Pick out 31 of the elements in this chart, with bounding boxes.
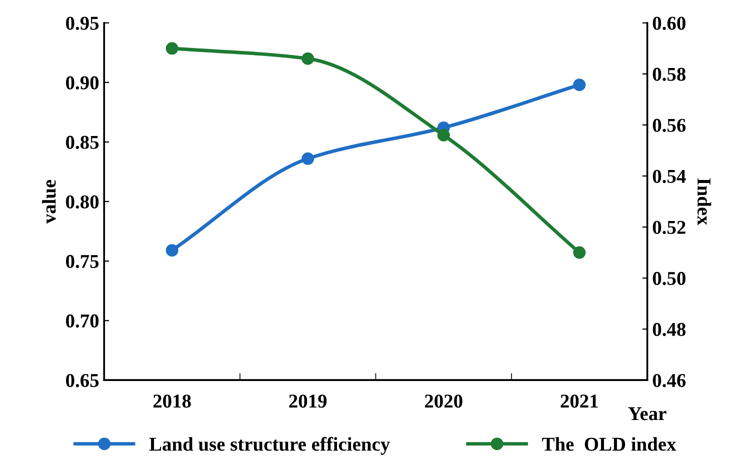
x-tick-label: 2021 [560, 394, 598, 408]
y2-tick-label: 0.54 [652, 170, 686, 184]
y2-tick-label: 0.56 [652, 118, 686, 132]
y-axis-title: value [42, 180, 56, 224]
point [166, 244, 178, 257]
y2-tick-label: 0.50 [652, 272, 686, 286]
point [302, 52, 314, 65]
point [302, 152, 314, 165]
y-tick-label: 0.70 [66, 314, 99, 328]
legend-label: The OLD index [542, 437, 676, 451]
x-tick-label: 2019 [289, 394, 327, 408]
y-tick-label: 0.65 [66, 374, 99, 388]
y-tick-label: 0.80 [66, 195, 99, 209]
y2-tick-label: 0.46 [652, 374, 686, 388]
y-tick-label: 0.95 [66, 16, 99, 30]
y2-axis-title: Index [697, 178, 712, 226]
y2-tick-label: 0.52 [652, 220, 686, 234]
x-axis-title: Year [628, 407, 666, 420]
y2-tick-label: 0.60 [652, 16, 686, 30]
legend-label: Land use structure efficiency [149, 436, 390, 455]
y-tick-label: 0.90 [66, 76, 99, 90]
y-tick-label: 0.85 [66, 136, 99, 150]
y2-tick-label: 0.48 [652, 322, 686, 336]
point [573, 246, 586, 259]
x-tick-label: 2018 [153, 394, 191, 408]
y2-tick-label: 0.58 [652, 68, 686, 81]
point [437, 128, 450, 142]
point [166, 42, 178, 55]
y-tick-label: 0.75 [66, 254, 99, 268]
point [573, 78, 586, 92]
x-tick-label: 2020 [424, 394, 462, 408]
